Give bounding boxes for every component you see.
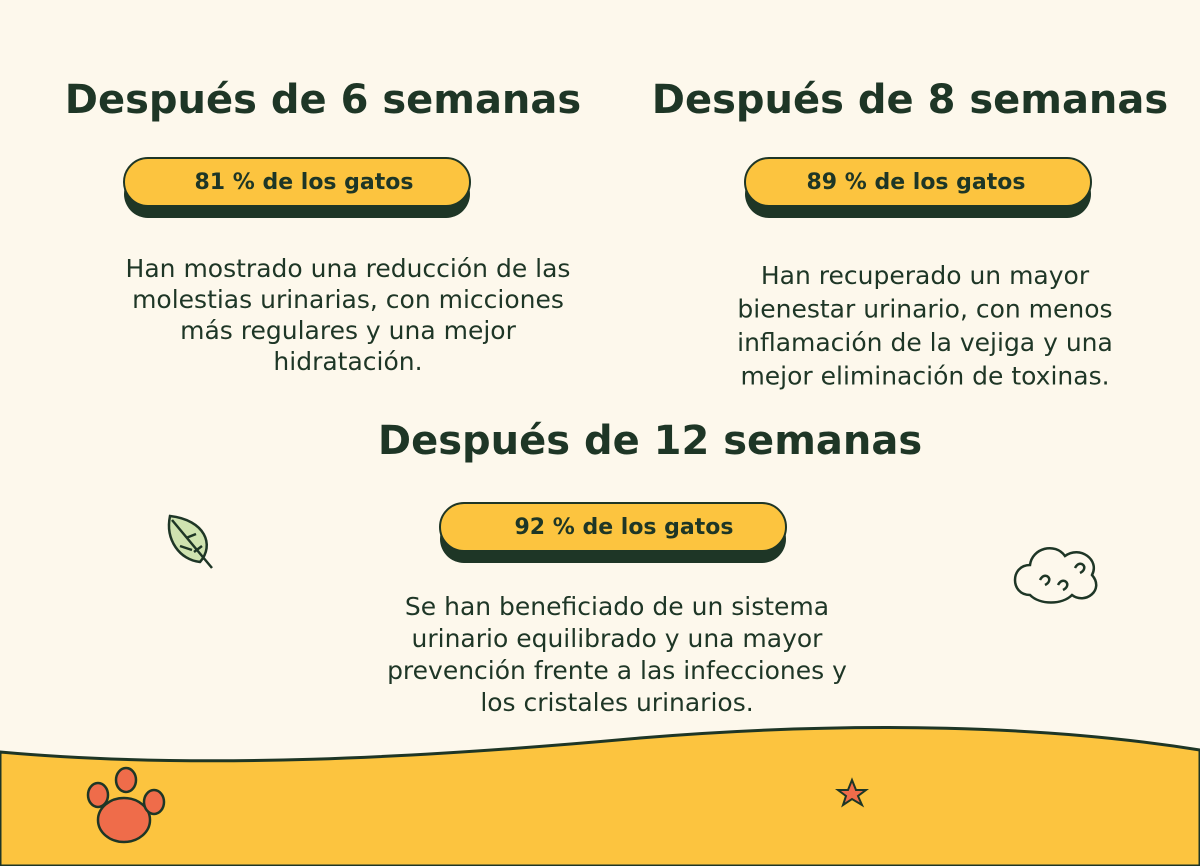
badge-label: 89 % de los gatos [806, 170, 1025, 195]
paw [86, 766, 166, 844]
description-line: bienestar urinario, con menos [737, 295, 1112, 324]
description-line: más regulares y una mejor [180, 316, 516, 345]
leaf [167, 514, 213, 569]
description-line: los cristales urinarios. [480, 688, 753, 717]
badge [123, 157, 471, 207]
badge-label: 92 % de los gatos [514, 515, 733, 540]
description-line: Se han beneficiado de un sistema [405, 592, 829, 621]
description-line: Han recuperado un mayor [761, 261, 1090, 290]
description-line: Han mostrado una reducción de las [126, 254, 571, 283]
cloud [1013, 546, 1098, 604]
badge-label: 81 % de los gatos [194, 170, 413, 195]
star [835, 777, 869, 808]
wave [0, 726, 1200, 866]
section-title: Después de 12 semanas [378, 418, 922, 464]
description-line: mejor eliminación de toxinas. [740, 362, 1109, 391]
section-title: Después de 6 semanas [65, 77, 581, 123]
badge [744, 157, 1092, 207]
description-line: prevención frente a las infecciones y [387, 656, 847, 685]
description-line: urinario equilibrado y una mayor [412, 624, 824, 653]
description-line: hidratación. [273, 347, 422, 376]
description-line: inflamación de la vejiga y una [737, 328, 1113, 357]
badge [439, 502, 787, 552]
description-line: molestias urinarias, con micciones [132, 285, 564, 314]
section-title: Después de 8 semanas [652, 77, 1168, 123]
